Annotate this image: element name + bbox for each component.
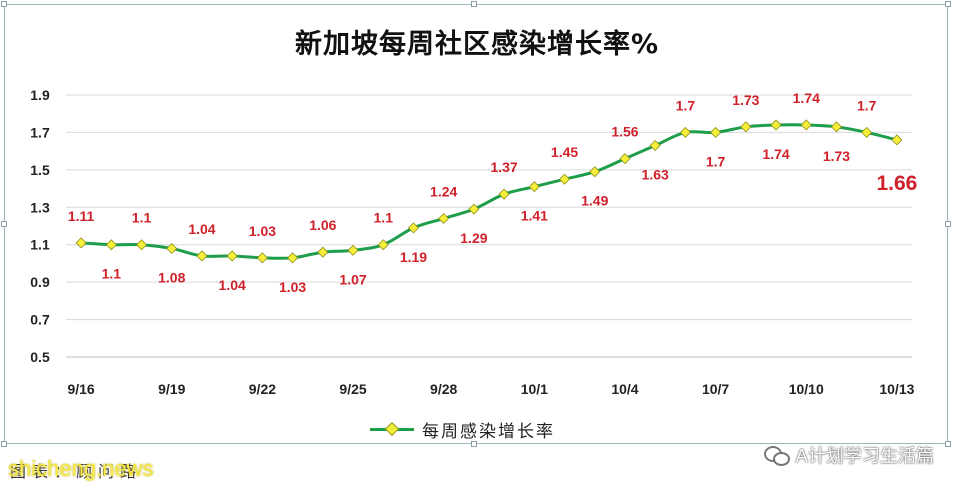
data-label: 1.63 xyxy=(642,167,669,183)
y-tick-label: 1.5 xyxy=(30,162,50,178)
data-label: 1.73 xyxy=(732,92,759,108)
data-point xyxy=(287,252,299,264)
y-tick-label: 0.5 xyxy=(30,349,50,365)
data-label: 1.7 xyxy=(857,97,877,113)
resize-handle-bottom[interactable] xyxy=(471,441,477,447)
series-line xyxy=(81,123,898,260)
x-tick-label: 10/13 xyxy=(879,381,914,397)
data-label: 1.7 xyxy=(676,97,696,113)
source-caption: 图表：顾问路 xyxy=(10,462,143,481)
wechat-watermark: A计划学习生活篇 xyxy=(763,442,934,468)
y-tick-label: 0.9 xyxy=(30,274,50,290)
legend: 每周感染增长率 xyxy=(370,417,555,442)
y-tick-label: 1.3 xyxy=(30,199,50,215)
data-label: 1.41 xyxy=(521,208,548,224)
data-point xyxy=(498,188,510,200)
data-point xyxy=(830,121,842,133)
data-label: 1.24 xyxy=(430,184,457,200)
data-point xyxy=(407,222,419,234)
data-label: 1.74 xyxy=(762,146,789,162)
data-point xyxy=(589,166,601,178)
y-tick-label: 1.7 xyxy=(30,124,50,140)
data-label: 1.74 xyxy=(793,90,820,106)
data-point xyxy=(679,126,691,138)
data-point xyxy=(196,250,208,262)
resize-handle-right[interactable] xyxy=(945,221,951,227)
x-tick-label: 10/1 xyxy=(521,381,548,397)
x-tick-label: 9/19 xyxy=(158,381,185,397)
x-tick-label: 9/28 xyxy=(430,381,457,397)
data-label: 1.37 xyxy=(490,159,517,175)
data-point xyxy=(75,237,87,249)
data-label: 1.11 xyxy=(68,208,95,224)
resize-handle-br[interactable] xyxy=(945,441,951,447)
legend-label: 每周感染增长率 xyxy=(422,421,555,442)
data-point xyxy=(740,121,752,133)
data-point xyxy=(317,246,329,258)
x-tick-label: 10/7 xyxy=(702,381,729,397)
wechat-icon xyxy=(763,444,790,466)
data-label: 1.07 xyxy=(339,271,366,287)
data-point xyxy=(559,173,571,185)
data-point xyxy=(377,239,389,251)
data-point xyxy=(649,140,661,152)
data-point xyxy=(468,203,480,215)
data-label: 1.29 xyxy=(460,230,487,246)
y-tick-label: 1.9 xyxy=(30,87,50,103)
data-point xyxy=(861,126,873,138)
data-label: 1.1 xyxy=(374,210,394,226)
data-point xyxy=(256,252,268,264)
data-point xyxy=(166,242,178,254)
data-label: 1.56 xyxy=(611,124,638,140)
data-point xyxy=(770,119,782,131)
resize-handle-bl[interactable] xyxy=(1,441,7,447)
x-tick-label: 9/16 xyxy=(67,381,94,397)
data-label: 1.49 xyxy=(581,193,608,209)
resize-handle-top[interactable] xyxy=(471,1,477,7)
data-label: 1.03 xyxy=(279,279,306,295)
data-label: 1.45 xyxy=(551,144,578,160)
data-label: 1.1 xyxy=(132,210,152,226)
data-label: 1.66 xyxy=(876,172,917,195)
data-point xyxy=(105,239,117,251)
data-label: 1.04 xyxy=(219,277,246,293)
data-point xyxy=(438,212,450,225)
data-point xyxy=(226,250,238,262)
resize-handle-tl[interactable] xyxy=(1,1,7,7)
resize-handle-tr[interactable] xyxy=(945,1,951,7)
y-tick-label: 1.1 xyxy=(30,237,50,253)
data-point xyxy=(710,126,722,138)
x-tick-label: 9/22 xyxy=(249,381,276,397)
data-point xyxy=(619,153,631,165)
data-label: 1.03 xyxy=(249,223,276,239)
data-point xyxy=(347,244,359,256)
chart-title: 新加坡每周社区感染增长率% xyxy=(294,29,660,60)
watermark-text: A计划学习生活篇 xyxy=(795,446,934,467)
y-tick-label: 0.7 xyxy=(30,312,50,328)
data-label: 1.08 xyxy=(158,269,185,285)
data-label: 1.19 xyxy=(400,249,427,265)
data-point xyxy=(136,239,148,251)
chart-frame xyxy=(1,1,951,447)
data-label: 1.7 xyxy=(706,153,726,169)
data-point xyxy=(528,181,540,193)
data-label: 1.1 xyxy=(102,266,122,282)
x-tick-label: 10/10 xyxy=(789,381,824,397)
data-label: 1.06 xyxy=(309,217,336,233)
x-tick-label: 9/25 xyxy=(339,381,366,397)
x-tick-label: 10/4 xyxy=(611,381,638,397)
resize-handle-left[interactable] xyxy=(1,221,7,227)
data-point xyxy=(800,119,812,131)
data-label: 1.73 xyxy=(823,148,850,164)
data-label: 1.04 xyxy=(188,221,215,237)
site-watermark: shicheng.news xyxy=(8,456,154,481)
legend-swatch xyxy=(370,421,414,437)
data-point xyxy=(891,134,903,146)
